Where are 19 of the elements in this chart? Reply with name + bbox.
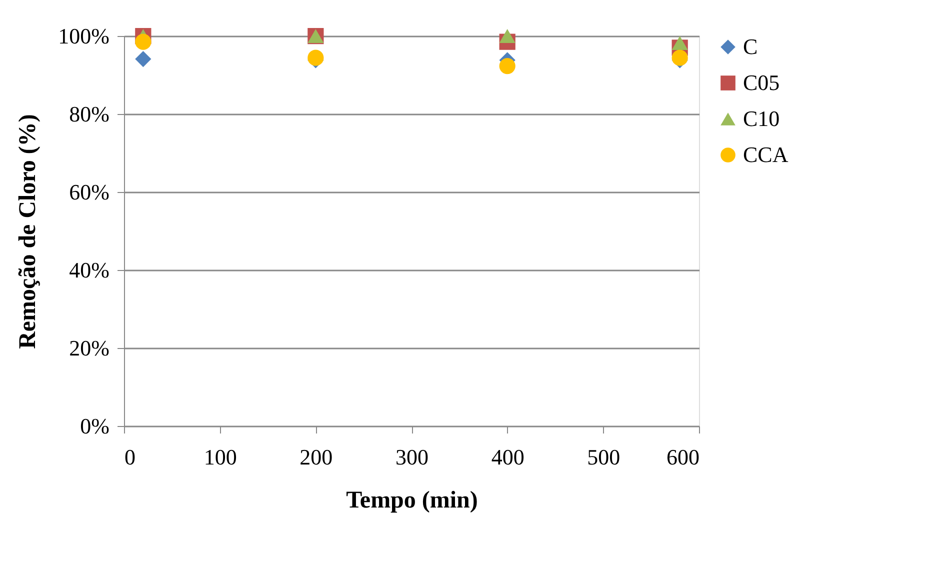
x-tick-label: 400: [491, 444, 524, 470]
x-tick-label: 300: [396, 444, 428, 470]
x-tick-label: 200: [300, 444, 333, 470]
legend-label: C10: [743, 106, 780, 131]
y-tick-label: 0%: [80, 414, 110, 438]
y-tick-label: 100%: [58, 24, 110, 48]
legend-label: C: [743, 34, 758, 59]
y-tick-label: 60%: [69, 180, 110, 204]
y-tick-label: 40%: [69, 258, 110, 282]
y-tick-label: 80%: [69, 102, 110, 126]
y-axis-title: Remoção de Cloro (%): [15, 114, 42, 349]
x-axis-title: Tempo (min): [346, 488, 478, 514]
y-tick-label: 20%: [69, 336, 110, 360]
x-tick-label: 600: [666, 444, 700, 470]
x-tick-label: 500: [587, 444, 620, 470]
legend-label: CCA: [743, 142, 788, 167]
x-tick-label: 0: [124, 444, 136, 470]
legend-label: C05: [743, 70, 780, 95]
x-tick-label: 100: [204, 444, 237, 470]
